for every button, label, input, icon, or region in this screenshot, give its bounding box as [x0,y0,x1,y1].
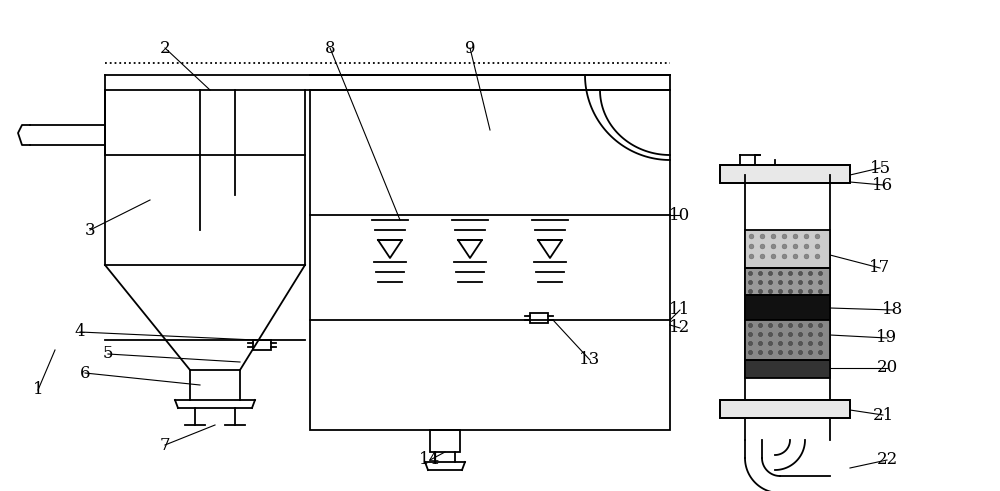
Bar [745,295,830,320]
Text: 10: 10 [669,207,691,223]
Bar [745,268,830,295]
Text: 5: 5 [103,346,113,362]
Bar [720,165,850,183]
Text: 17: 17 [869,260,891,276]
Bar [720,165,850,183]
Text: 8: 8 [325,39,335,56]
Bar [720,400,850,418]
Bar [530,313,548,323]
Text: 20: 20 [876,359,898,377]
Text: 22: 22 [876,452,898,468]
Text: 15: 15 [869,160,891,176]
Text: 16: 16 [872,176,894,193]
Text: 7: 7 [160,436,170,454]
Text: 19: 19 [876,329,898,347]
Bar [745,230,830,268]
Bar [745,268,830,295]
Bar [310,90,670,430]
Bar [745,320,830,360]
Bar [745,320,830,360]
Text: 9: 9 [465,39,475,56]
Text: 18: 18 [882,301,904,319]
Text: 6: 6 [80,364,90,382]
Text: 21: 21 [872,407,894,424]
Text: 13: 13 [579,352,601,369]
Text: 12: 12 [669,320,691,336]
Bar [745,360,830,378]
Text: 1: 1 [33,382,43,399]
Text: 14: 14 [419,452,441,468]
Bar [253,340,271,350]
Text: 11: 11 [669,301,691,319]
Bar [720,400,850,418]
Text: 3: 3 [85,221,95,239]
Text: 4: 4 [75,324,85,340]
Text: 2: 2 [160,39,170,56]
Bar [430,430,460,452]
Bar [745,230,830,268]
